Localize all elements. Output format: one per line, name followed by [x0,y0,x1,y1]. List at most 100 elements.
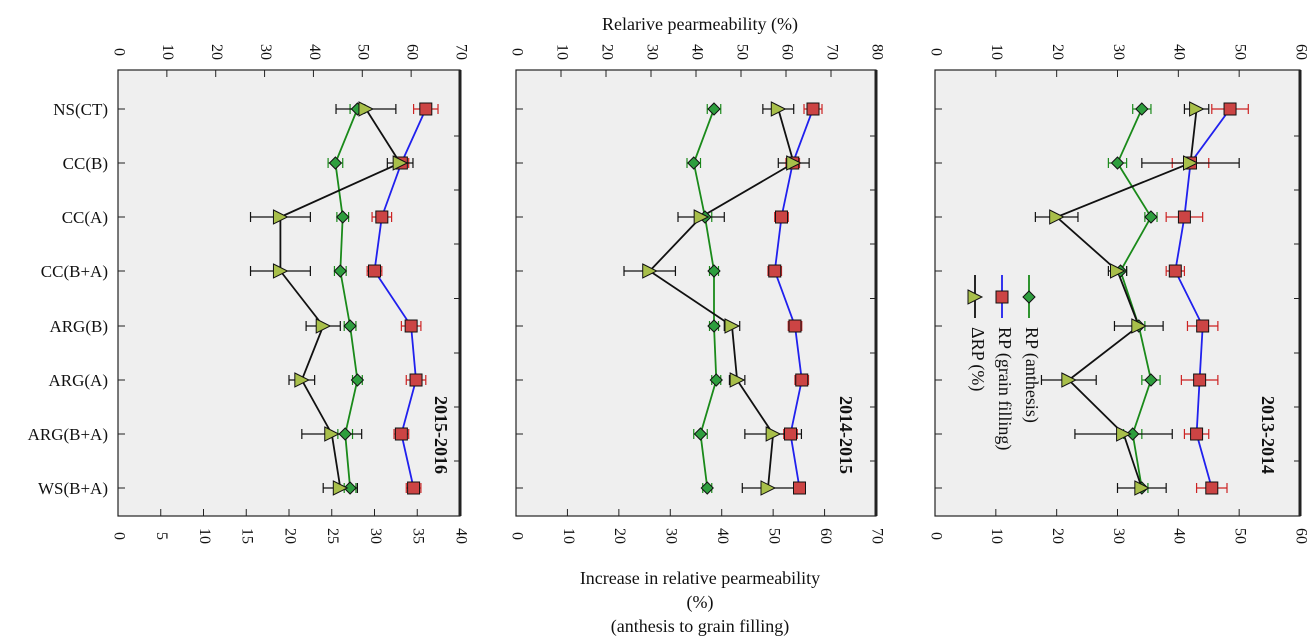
top-tick-label: 0 [508,48,525,56]
series-line-delta [279,108,402,489]
panel-2014-2015: 0 10 20 30 40 50 60 70 80 0 10 20 30 40 50 60 70 2014-201… [508,44,885,544]
top-tick-label: 20 [1049,44,1066,60]
panel-frame [117,69,461,517]
top-tick-label: 0 [110,48,127,56]
marker-delta [1049,209,1065,225]
marker-grain-filling [1205,481,1219,495]
top-tick-label: 10 [553,44,570,60]
top-tick-label: 0 [927,48,944,56]
marker-delta [294,372,310,388]
bottom-tick-label: 30 [663,528,680,544]
top-tick-label: 30 [1110,44,1127,60]
bottom-tick-label: 25 [324,528,341,544]
marker-anthesis [693,427,708,441]
marker-anthesis [1144,373,1158,387]
top-tick-label: 60 [778,44,795,60]
marker-grain-filling [1177,210,1191,224]
top-tick-label: 40 [1171,44,1188,60]
marker-anthesis [343,319,357,333]
marker-anthesis [709,373,723,387]
bottom-tick-label: 70 [868,528,885,544]
top-tick-label: 20 [208,44,225,60]
bottom-tick-label: 10 [988,528,1005,544]
marker-anthesis [328,156,343,170]
marker-delta [1116,426,1132,442]
bottom-tick-label: 0 [110,532,127,540]
marker-delta [324,426,340,442]
bottom-tick-label: 0 [508,532,525,540]
legend-label-delta: ΔRP (%) [967,327,988,391]
bottom-tick-label: 5 [153,532,170,540]
panels-group: 0 10 20 30 40 50 60 70 0 5 10 15 20 25 30 35 40 NS(CT) CC(… [28,44,1310,544]
top-tick-label: 70 [823,44,840,60]
bottom-tick-label: 20 [1049,528,1066,544]
bottom-tick-label: 0 [927,532,944,540]
top-tick-label: 30 [257,44,274,60]
marker-anthesis [700,481,714,495]
panel-2013-2014: 0 10 20 30 40 50 60 0 10 20 30 40 50 60 2013-2014 RP (a… [927,44,1309,544]
category-label: WS(B+A) [38,479,108,498]
marker-anthesis [333,264,348,278]
marker-delta [315,318,332,334]
bottom-tick-label: 15 [239,528,256,544]
marker-delta [1183,155,1199,171]
bottom-tick-label: 40 [714,528,731,544]
marker-delta [693,209,710,225]
top-tick-label: 10 [988,44,1005,60]
panel-2015-2016: 0 10 20 30 40 50 60 70 0 5 10 15 20 25 30 35 40 NS(CT) CC(… [28,44,470,544]
marker-grain-filling [1223,102,1237,116]
season-label: 2015-2016 [431,396,451,474]
marker-grain-filling [806,102,820,116]
marker-anthesis [687,156,701,170]
category-label: ARG(B+A) [28,425,108,444]
legend-label-anthesis: RP (anthesis) [1021,327,1042,423]
bottom-tick-label: 60 [817,528,834,544]
category-label: CC(B+A) [41,262,108,281]
series-line-delta [1055,108,1198,489]
top-tick-label: 60 [403,44,420,60]
series-line-grain_filling [773,108,814,489]
bottom-tick-label: 30 [367,528,384,544]
marker-grain-filling [795,373,809,387]
top-tick-label: 60 [1292,44,1309,60]
bottom-tick-label: 30 [1110,528,1127,544]
series-line-delta [648,108,795,489]
top-tick-label: 50 [355,44,372,60]
bottom-tick-label: 20 [281,528,298,544]
top-tick-label: 20 [598,44,615,60]
series-line-grain_filling [1174,108,1231,489]
bottom-tick-label: 35 [410,528,427,544]
marker-delta [770,101,787,117]
marker-grain-filling [788,319,802,333]
marker-delta [272,209,289,225]
marker-delta [272,263,289,279]
marker-grain-filling [784,427,797,441]
marker-delta [1110,263,1126,279]
bottom-axis-title-line2: (%) [687,592,714,613]
marker-anthesis [1126,427,1140,441]
category-label: CC(A) [62,208,108,227]
marker-delta [358,101,375,117]
top-tick-label: 40 [306,44,323,60]
marker-grain-filling [394,427,408,441]
marker-delta [642,263,658,279]
marker-delta [1134,480,1150,496]
marker-anthesis [1135,102,1149,116]
series-line-anthesis [1116,108,1153,489]
marker-grain-filling [407,481,421,495]
top-tick-label: 10 [159,44,176,60]
season-label: 2014-2015 [836,396,856,474]
marker-grain-filling [404,319,418,333]
marker-anthesis [707,319,721,333]
season-label: 2013-2014 [1258,396,1278,474]
marker-grain-filling [368,264,381,278]
category-label: ARG(A) [49,371,109,390]
legend-marker-anthesis [1022,290,1036,304]
marker-anthesis [343,481,357,495]
bottom-tick-label: 10 [560,528,577,544]
legend-marker-delta [967,289,984,305]
marker-anthesis [707,264,721,278]
bottom-tick-label: 40 [1171,528,1188,544]
marker-grain-filling [375,210,389,224]
